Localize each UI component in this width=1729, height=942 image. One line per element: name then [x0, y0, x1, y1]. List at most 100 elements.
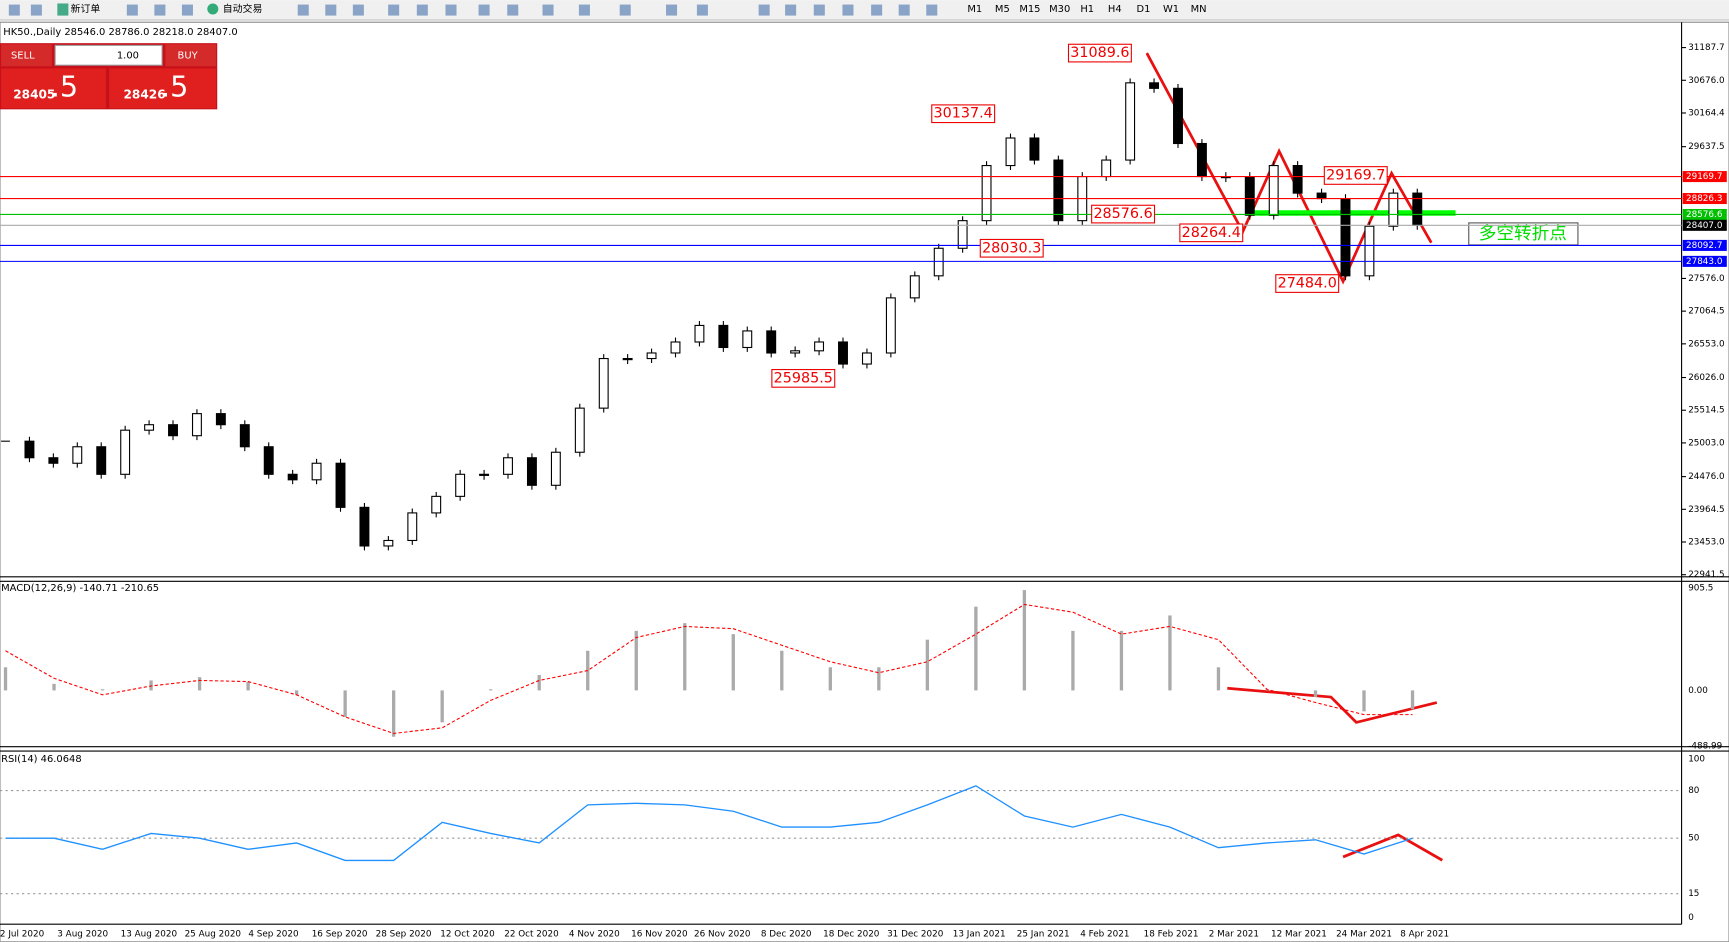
- timeframe-button[interactable]: D1: [1137, 4, 1151, 15]
- toolbar-icon[interactable]: [871, 4, 883, 16]
- macd-bar: [489, 689, 493, 691]
- timeframe-button[interactable]: W1: [1163, 4, 1179, 15]
- price-level-label: 28092.7: [1686, 241, 1722, 251]
- toolbar-icon[interactable]: [507, 4, 519, 16]
- timeframe-button[interactable]: M5: [995, 4, 1010, 15]
- candle: [1125, 82, 1136, 161]
- x-tick-label: 26 Nov 2020: [694, 930, 751, 940]
- sell-price-box[interactable]: [1, 68, 106, 109]
- candle: [526, 457, 537, 486]
- lot-input[interactable]: [54, 44, 163, 66]
- macd-bar: [1022, 590, 1027, 691]
- macd-bar: [974, 606, 978, 691]
- toolbar-icon[interactable]: [758, 4, 770, 16]
- candle: [670, 341, 681, 354]
- toolbar-icon[interactable]: [666, 4, 678, 16]
- toolbar-icon[interactable]: [325, 4, 337, 16]
- timeframe-button[interactable]: M1: [967, 4, 982, 15]
- toolbar-icon[interactable]: [619, 4, 631, 16]
- toolbar-icon[interactable]: [696, 4, 708, 16]
- y-tick-label: -488.99: [1688, 741, 1722, 751]
- auto-trading-icon[interactable]: [207, 3, 219, 15]
- candle: [1029, 137, 1040, 161]
- chart-header: HK50.,Daily 28546.0 28786.0 28218.0 2840…: [3, 27, 237, 38]
- lot-value[interactable]: 1.00: [117, 50, 139, 61]
- trade-panel: SELL 1.00 BUY 28405 .5 28426 .5: [0, 43, 218, 110]
- candle: [503, 457, 513, 475]
- candle: [598, 357, 609, 409]
- candle: [1149, 82, 1160, 89]
- annotation: 30137.4: [934, 106, 993, 122]
- annotation-box: [1091, 204, 1156, 224]
- macd-label: MACD(12,26,9) -140.71 -210.65: [1, 583, 159, 594]
- timeframe-button[interactable]: H4: [1108, 4, 1122, 15]
- price-arrow-path: [1145, 52, 1433, 285]
- rsi-label: RSI(14) 46.0648: [1, 754, 82, 765]
- macd-bar: [877, 667, 881, 691]
- y-tick-label: 26553.0: [1688, 339, 1725, 349]
- ask-fraction[interactable]: .5: [161, 69, 188, 103]
- toolbar-icon[interactable]: [181, 4, 193, 16]
- toolbar-icon[interactable]: [416, 4, 428, 16]
- candle: [1005, 137, 1016, 167]
- toolbar-icon[interactable]: [388, 4, 400, 16]
- x-tick-label: 2 Mar 2021: [1209, 930, 1259, 940]
- sell-label[interactable]: SELL: [11, 50, 35, 61]
- candle: [383, 539, 394, 547]
- toolbar-icon[interactable]: [478, 4, 490, 16]
- price-level-tag: [1682, 219, 1727, 231]
- x-tick-label: 3 Aug 2020: [57, 930, 108, 940]
- buy-label[interactable]: BUY: [178, 50, 199, 61]
- y-tick-label: 23453.0: [1688, 537, 1725, 547]
- candle: [814, 341, 825, 352]
- macd-bar: [343, 690, 347, 717]
- toolbar-icon[interactable]: [297, 4, 309, 16]
- toolbar-icon[interactable]: [30, 4, 42, 16]
- macd-bar: [197, 677, 202, 691]
- toolbar-icon[interactable]: [154, 4, 166, 16]
- candle: [1196, 142, 1207, 178]
- toolbar-icon[interactable]: [126, 4, 138, 16]
- y-tick-label: 30164.4: [1688, 108, 1725, 118]
- new-order-button[interactable]: 新订单: [71, 2, 101, 15]
- candle: [550, 451, 561, 486]
- candle: [72, 446, 83, 464]
- buy-price-box[interactable]: [109, 68, 217, 109]
- macd-bar: [1410, 690, 1415, 710]
- macd-bar: [246, 681, 250, 691]
- candle: [479, 473, 490, 476]
- new-order-icon[interactable]: [57, 3, 69, 16]
- toolbar-icon[interactable]: [785, 4, 797, 16]
- annotation-box: [1179, 223, 1244, 243]
- candle: [48, 457, 59, 464]
- buy-button[interactable]: [165, 44, 217, 67]
- timeframe-button[interactable]: H1: [1080, 4, 1094, 15]
- toolbar-icon[interactable]: [352, 4, 364, 16]
- bid-fraction[interactable]: .5: [51, 69, 78, 103]
- toolbar-icon[interactable]: [813, 4, 825, 16]
- toolbar-icon[interactable]: [898, 4, 910, 16]
- x-tick-label: 18 Feb 2021: [1144, 930, 1199, 940]
- y-tick-label: 905.5: [1688, 583, 1713, 593]
- x-tick-label: 25 Aug 2020: [185, 930, 242, 940]
- timeframe-button[interactable]: MN: [1191, 4, 1207, 15]
- x-tick-label: 8 Apr 2021: [1400, 930, 1449, 940]
- timeframe-button[interactable]: M30: [1049, 4, 1070, 15]
- toolbar-icon[interactable]: [8, 4, 20, 16]
- price-level-label: 27843.0: [1686, 257, 1723, 267]
- sell-button[interactable]: [1, 44, 52, 67]
- bid-price[interactable]: 28405: [13, 87, 55, 101]
- toolbar-icon[interactable]: [445, 4, 457, 16]
- timeframe-button[interactable]: M15: [1019, 4, 1040, 15]
- toolbar-icon[interactable]: [926, 4, 938, 16]
- x-tick-label: 12 Oct 2020: [440, 930, 495, 940]
- ask-price[interactable]: 28426: [124, 87, 166, 101]
- toolbar-icon[interactable]: [542, 4, 554, 16]
- auto-trading-button[interactable]: 自动交易: [223, 2, 263, 15]
- toolbar-icon[interactable]: [842, 4, 854, 16]
- macd-bar: [149, 680, 153, 691]
- toolbar-icon[interactable]: [578, 4, 590, 16]
- candle: [718, 324, 729, 349]
- candle: [646, 352, 657, 360]
- candle: [191, 413, 202, 437]
